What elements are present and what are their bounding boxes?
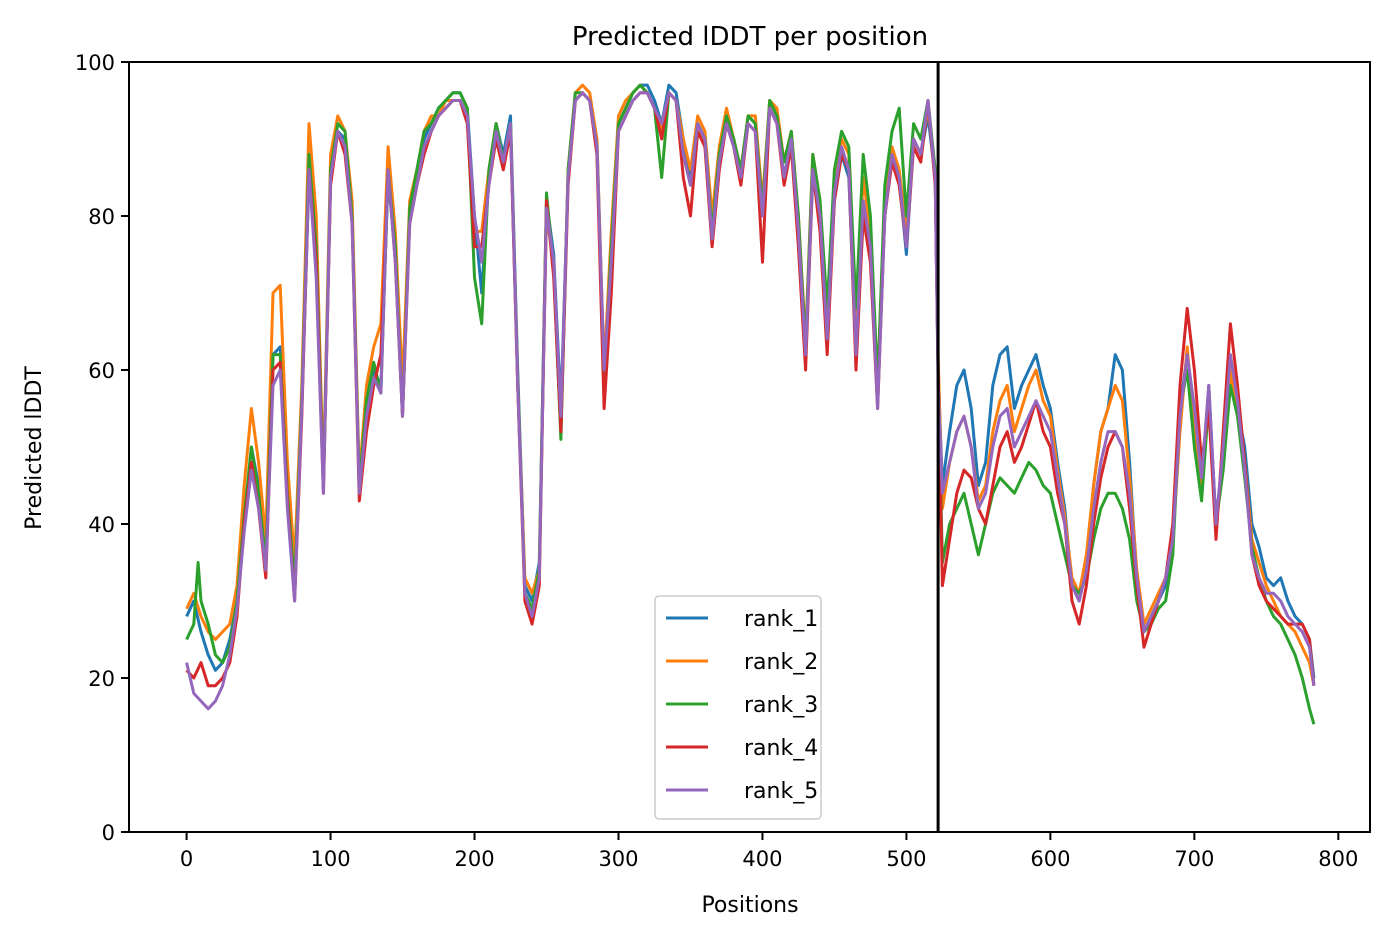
y-axis: 0 20 40 60 80 100 [75,51,129,845]
x-tick-label: 200 [454,847,494,871]
legend-label-rank_2: rank_2 [744,650,818,675]
legend-label-rank_3: rank_3 [744,693,818,718]
legend-label-rank_4: rank_4 [744,736,818,761]
x-tick-label: 800 [1318,847,1358,871]
legend-box [654,595,822,820]
series-line-rank_3 [185,83,1316,725]
chart-title: Predicted lDDT per position [572,22,928,52]
legend-label-rank_1: rank_1 [744,607,818,632]
x-axis-label: Positions [701,893,798,918]
legend-label-rank_5: rank_5 [744,779,818,804]
y-tick-label: 60 [88,359,115,383]
x-tick-label: 400 [742,847,782,871]
y-tick-label: 40 [88,513,115,537]
plot-lines [185,83,1316,725]
x-tick-label: 300 [598,847,638,871]
x-tick-label: 0 [180,847,193,871]
plot-frame [128,61,1371,833]
y-tick-label: 80 [88,205,115,229]
y-tick-label: 0 [102,821,115,845]
y-axis-label: Predicted lDDT [22,366,47,530]
x-axis: 0 100 200 300 400 500 600 700 800 [180,832,1358,871]
series-line-rank_2 [185,83,1316,686]
y-tick-label: 20 [88,667,115,691]
series-line-rank_5 [185,91,1316,711]
x-tick-label: 500 [886,847,926,871]
x-tick-label: 100 [311,847,351,871]
y-tick-label: 100 [75,51,115,75]
x-tick-label: 600 [1030,847,1070,871]
x-tick-label: 700 [1174,847,1214,871]
legend: rank_1 rank_2 rank_3 rank_4 rank_5 [654,595,822,820]
